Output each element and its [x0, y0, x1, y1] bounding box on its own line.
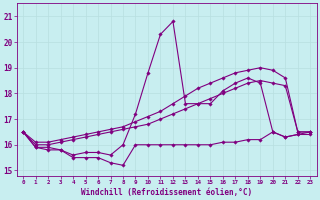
X-axis label: Windchill (Refroidissement éolien,°C): Windchill (Refroidissement éolien,°C) — [81, 188, 252, 197]
